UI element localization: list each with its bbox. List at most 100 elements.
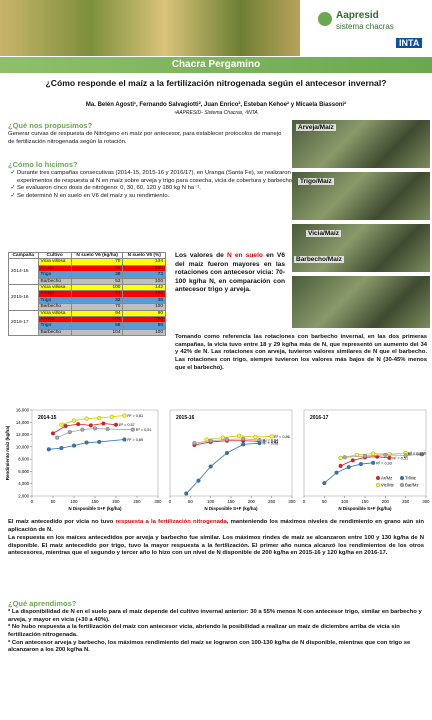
y-tick-label: 16,000 <box>16 408 30 413</box>
legend-marker <box>375 482 381 488</box>
point <box>84 440 89 445</box>
x-tick-label: 100 <box>341 499 349 504</box>
table-cell: Vicia villosa <box>37 283 72 292</box>
bullet: Se evaluaron cinco dosis de nitrógeno: 0… <box>17 185 295 193</box>
point <box>257 441 262 446</box>
x-tick-label: 250 <box>402 499 410 504</box>
point <box>241 436 246 441</box>
chart: 2014-15 2,000 4,000 6,000 8,000 10,000 12,000 1… <box>5 408 162 512</box>
trend-line <box>61 415 125 426</box>
chart-title: 2016-17 <box>310 415 329 421</box>
point <box>97 439 102 444</box>
logo-area: Aapresid sistema chacras INTA <box>300 0 432 56</box>
point <box>122 437 127 442</box>
point <box>88 423 93 428</box>
x-tick-label: 200 <box>382 499 390 504</box>
r2-label: R² = 0,51 <box>392 456 408 460</box>
x-tick-label: 50 <box>51 499 56 504</box>
point <box>109 414 114 419</box>
point <box>342 455 347 460</box>
table-row: Trigo 38 73 <box>8 271 166 279</box>
learned-item: * Con antecesor arveja y barbecho, los m… <box>8 639 411 654</box>
r2-label: R² = 0,89 <box>127 438 143 442</box>
point <box>253 434 258 440</box>
table-cell: Barbecho <box>37 328 72 337</box>
bullet: Se determinó N en suelo en V6 del maíz y… <box>17 193 295 201</box>
photo-column: Arveja/Maíz Trigo/Maíz Vicia/Maíz Barbec… <box>292 120 430 330</box>
paragraph: Tomando como referencia las rotaciones c… <box>175 334 427 371</box>
table-cell: Vicia villosa <box>37 258 72 266</box>
results: El maíz antecedido por vicia no tuvo res… <box>8 519 424 534</box>
legend-marker <box>399 475 405 481</box>
section-heading: ¿Qué aprendimos? <box>8 599 77 608</box>
photo-label: Vicia/Maíz <box>306 230 341 237</box>
trend-line <box>48 439 125 450</box>
point <box>350 458 355 463</box>
inta-logo: INTA <box>396 38 423 48</box>
point <box>241 442 246 447</box>
x-tick-label: 0 <box>169 499 172 504</box>
point <box>338 455 343 460</box>
x-tick-label: 100 <box>70 499 78 504</box>
point <box>362 454 368 459</box>
n-table: Campaña Cultivo N suelo V6 (kg/ha) N sue… <box>8 251 166 337</box>
x-tick-label: 50 <box>322 499 327 504</box>
table-cell: Barbecho <box>37 277 72 286</box>
point <box>97 415 102 421</box>
x-tick-label: 250 <box>133 499 141 504</box>
chart-title: 2015-16 <box>176 415 195 421</box>
point <box>92 426 98 431</box>
r2-label: R² = 0,93 <box>376 461 392 465</box>
r2-label: R² = 0,81 <box>262 440 278 444</box>
point <box>269 434 274 439</box>
point <box>46 447 51 452</box>
point <box>71 443 77 448</box>
table-cell: Vicia villosa <box>37 309 72 318</box>
trend-line <box>185 442 260 494</box>
point <box>192 441 197 446</box>
y-axis-label: Rendimiento maíz (kg/ha) <box>5 425 10 480</box>
legend-label: Vic/Mz <box>381 483 394 488</box>
point <box>50 431 56 436</box>
y-tick-label: 6,000 <box>18 469 29 474</box>
x-tick-label: 250 <box>268 499 276 504</box>
x-tick-label: 100 <box>207 499 215 504</box>
chart: 2016-17 0 50 100 150 200 250 300 N Disponible S+… <box>303 409 430 511</box>
y-tick-label: 4,000 <box>18 481 29 486</box>
text-run: N en suelo <box>226 252 263 259</box>
chart-title: 2014-15 <box>38 415 57 421</box>
legend-label: Bar/Mz <box>405 483 419 488</box>
table-cell: 2015-16 <box>8 284 39 311</box>
x-tick-label: 150 <box>91 499 99 504</box>
point <box>105 426 110 432</box>
point <box>220 435 225 440</box>
plot-frame <box>31 409 159 497</box>
y-tick-label: 2,000 <box>18 494 29 499</box>
table-header: N suelo V6 (%) <box>122 251 166 260</box>
point <box>371 451 376 456</box>
table-row: Barbecho 104 100 <box>8 328 166 337</box>
legend-marker <box>375 475 381 481</box>
x-axis-label: N Disponible S+F (kg/ha) <box>338 506 392 511</box>
trend-line <box>57 428 133 439</box>
side-note: Los valores de N en suelo en V6 del maíz… <box>175 252 285 295</box>
point <box>322 481 327 486</box>
x-axis-label: N Disponible S+F (kg/ha) <box>204 506 258 511</box>
y-tick-label: 14,000 <box>16 420 30 425</box>
x-tick-label: 150 <box>227 499 235 504</box>
point <box>338 463 343 468</box>
point <box>334 470 339 475</box>
r2-label: R² = 0,88 <box>408 453 424 457</box>
point <box>84 416 89 421</box>
x-tick-label: 300 <box>288 499 296 504</box>
point <box>346 465 351 470</box>
authors: Ma. Belén Agosti¹, Fernando Salvagiotti²… <box>85 102 347 108</box>
learned-list: * La disponibilidad de N en el suelo par… <box>8 609 424 655</box>
y-tick-label: 10,000 <box>16 444 30 449</box>
learned-item: * La disponibilidad de N en el suelo par… <box>8 609 422 623</box>
point <box>224 450 229 456</box>
point <box>80 427 85 432</box>
text-run: en V6 del maíz fueron mayores en las rot… <box>175 252 285 294</box>
table-row: 2016-17 Vicia villosa 94 90 <box>8 309 166 337</box>
r2-label: R² = 0,86 <box>274 435 290 439</box>
